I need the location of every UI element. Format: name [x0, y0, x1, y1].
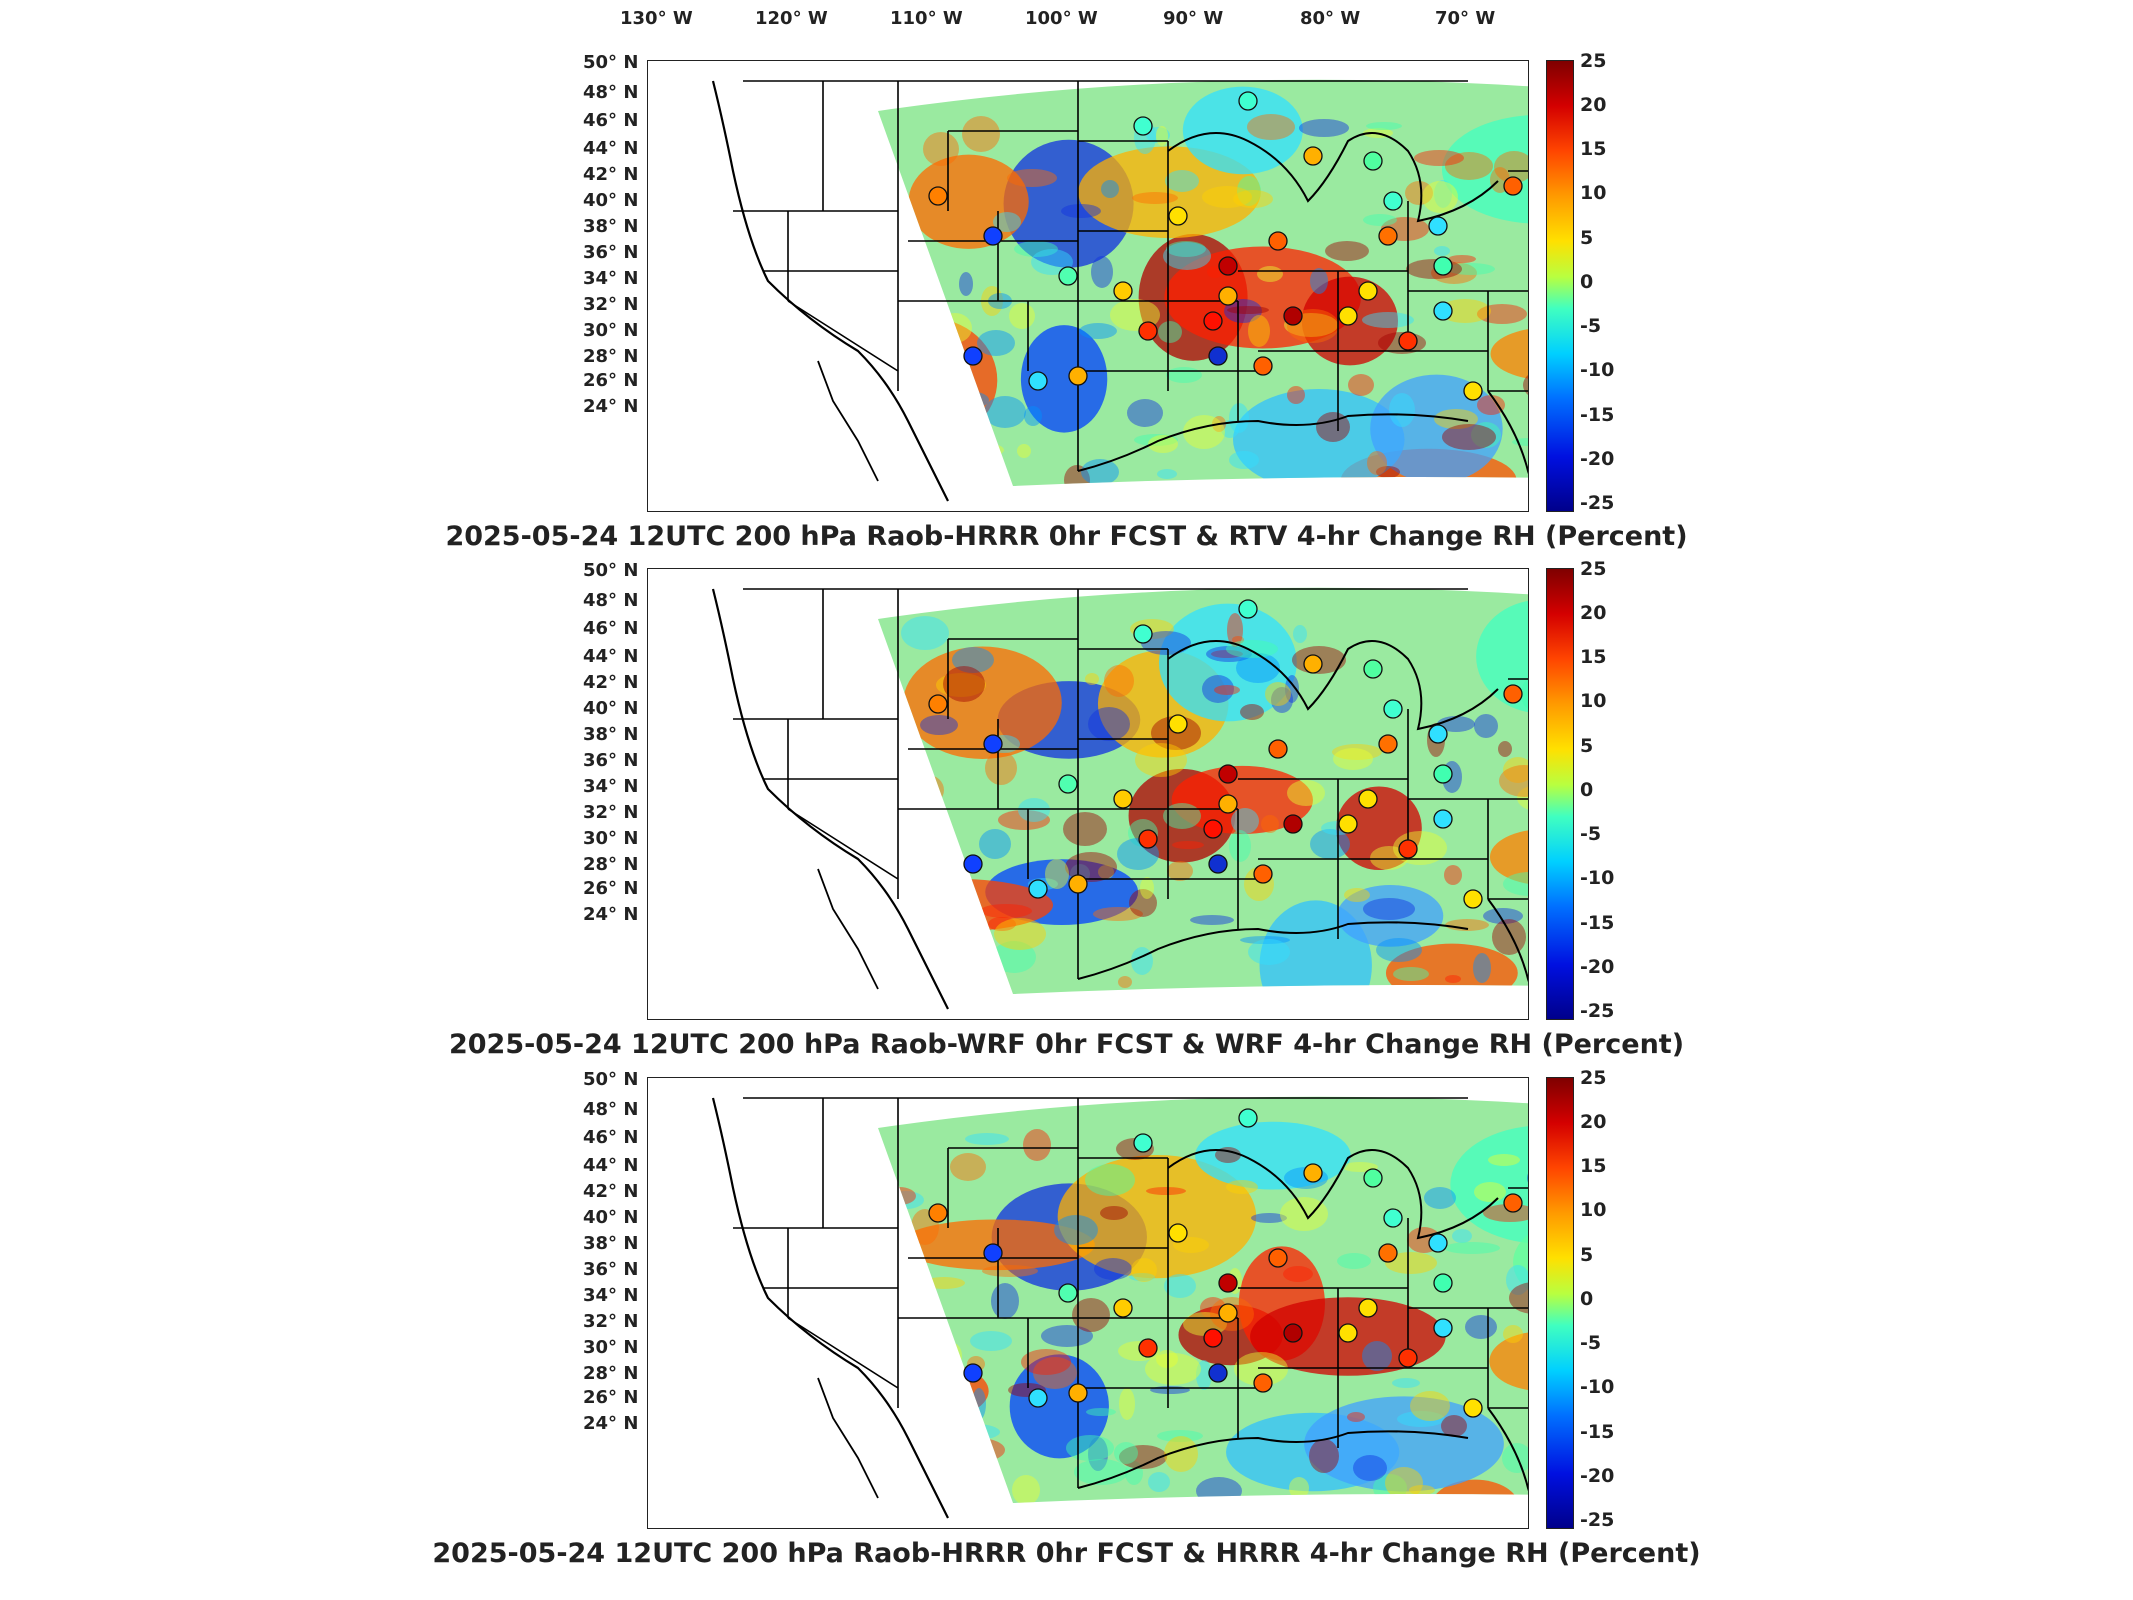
lat-tick: 50° N [583, 1069, 639, 1090]
colorbar-tick: -5 [1580, 823, 1602, 845]
map-area [647, 1077, 1529, 1529]
lat-tick: 32° N [583, 1311, 639, 1332]
colorbar [1546, 1077, 1574, 1529]
lat-tick: 26° N [583, 370, 639, 391]
lon-tick: 130° W [620, 8, 693, 29]
lat-tick: 46° N [583, 110, 639, 131]
lat-tick: 48° N [583, 82, 639, 103]
lat-tick: 50° N [583, 560, 639, 581]
lat-tick: 46° N [583, 618, 639, 639]
colorbar-tick: -25 [1580, 1509, 1615, 1531]
colorbar-tick: -25 [1580, 1000, 1615, 1022]
lat-tick: 30° N [583, 320, 639, 341]
lat-tick: 32° N [583, 294, 639, 315]
lat-tick: 36° N [583, 750, 639, 771]
map-area [647, 568, 1529, 1020]
colorbar-tick: 15 [1580, 138, 1607, 160]
colorbar [1546, 60, 1574, 512]
colorbar-tick: -15 [1580, 912, 1615, 934]
map-panel-2: 50° N 48° N 46° N 44° N 42° N 40° N 38° N 36° N… [0, 558, 2133, 1078]
colorbar-tick: 25 [1580, 50, 1607, 72]
lat-tick: 40° N [583, 1207, 639, 1228]
lat-tick: 30° N [583, 1337, 639, 1358]
lat-tick: 36° N [583, 1259, 639, 1280]
colorbar-tick: -15 [1580, 404, 1615, 426]
panel-title: 2025-05-24 12UTC 200 hPa Raob-HRRR 0hr F… [432, 1538, 1701, 1569]
lat-tick: 34° N [583, 776, 639, 797]
lon-tick: 120° W [755, 8, 828, 29]
lat-tick: 42° N [583, 164, 639, 185]
colorbar-tick: -20 [1580, 1465, 1615, 1487]
lat-tick: 40° N [583, 698, 639, 719]
map-area [647, 60, 1529, 512]
colorbar-tick: -5 [1580, 1332, 1602, 1354]
colorbar-tick: 15 [1580, 646, 1607, 668]
rh-field [878, 86, 1528, 487]
colorbar-tick: 0 [1580, 779, 1594, 801]
colorbar-tick: -10 [1580, 867, 1615, 889]
lat-tick: 28° N [583, 854, 639, 875]
colorbar-tick: -5 [1580, 315, 1602, 337]
colorbar-tick: 20 [1580, 1111, 1607, 1133]
colorbar-tick: 25 [1580, 1067, 1607, 1089]
lat-tick: 34° N [583, 1285, 639, 1306]
lon-tick: 90° W [1163, 8, 1224, 29]
station-markers [928, 1108, 1523, 1418]
colorbar-tick: 15 [1580, 1155, 1607, 1177]
lat-tick: 40° N [583, 190, 639, 211]
lat-tick: 34° N [583, 268, 639, 289]
lat-tick: 24° N [583, 396, 639, 417]
rh-field [878, 599, 1528, 995]
colorbar-tick: 10 [1580, 690, 1607, 712]
colorbar-tick: -15 [1580, 1421, 1615, 1443]
lat-tick: 26° N [583, 1387, 639, 1408]
colorbar-tick: 10 [1580, 1199, 1607, 1221]
colorbar-tick: 20 [1580, 94, 1607, 116]
lat-tick: 28° N [583, 1363, 639, 1384]
colorbar-tick: 10 [1580, 182, 1607, 204]
colorbar-tick: 0 [1580, 271, 1594, 293]
lat-tick: 38° N [583, 724, 639, 745]
colorbar-tick: -10 [1580, 359, 1615, 381]
lat-tick: 46° N [583, 1127, 639, 1148]
colorbar-tick: -20 [1580, 448, 1615, 470]
colorbar-tick: 5 [1580, 735, 1594, 757]
lon-tick: 80° W [1300, 8, 1361, 29]
lon-tick: 70° W [1435, 8, 1496, 29]
lat-tick: 44° N [583, 138, 639, 159]
lat-tick: 38° N [583, 216, 639, 237]
lat-tick: 24° N [583, 904, 639, 925]
lat-tick: 42° N [583, 1181, 639, 1202]
lon-tick: 110° W [890, 8, 963, 29]
lat-tick: 44° N [583, 646, 639, 667]
lat-tick: 44° N [583, 1155, 639, 1176]
colorbar-tick: -10 [1580, 1376, 1615, 1398]
panel-title: 2025-05-24 12UTC 200 hPa Raob-HRRR 0hr F… [445, 521, 1688, 552]
map-panel-1: 50° N 48° N 46° N 44° N 42° N 40° N 38° N 36° N… [0, 50, 2133, 570]
lat-tick: 24° N [583, 1413, 639, 1434]
map-panel-3: 50° N 48° N 46° N 44° N 42° N 40° N 38° N 36° N… [0, 1067, 2133, 1587]
lat-tick: 48° N [583, 590, 639, 611]
lat-tick: 28° N [583, 346, 639, 367]
lat-tick: 30° N [583, 828, 639, 849]
lat-tick: 26° N [583, 878, 639, 899]
lat-tick: 36° N [583, 242, 639, 263]
colorbar [1546, 568, 1574, 1020]
lon-tick: 100° W [1025, 8, 1098, 29]
panel-title: 2025-05-24 12UTC 200 hPa Raob-WRF 0hr FC… [448, 1029, 1685, 1060]
lat-tick: 50° N [583, 52, 639, 73]
colorbar-tick: 25 [1580, 558, 1607, 580]
colorbar-tick: -25 [1580, 492, 1615, 514]
colorbar-tick: 0 [1580, 1288, 1594, 1310]
colorbar-tick: 5 [1580, 1244, 1594, 1266]
colorbar-tick: 5 [1580, 227, 1594, 249]
colorbar-tick: 20 [1580, 602, 1607, 624]
lat-tick: 32° N [583, 802, 639, 823]
lat-tick: 42° N [583, 672, 639, 693]
colorbar-tick: -20 [1580, 956, 1615, 978]
lat-tick: 48° N [583, 1099, 639, 1120]
station-markers [928, 599, 1523, 909]
lat-tick: 38° N [583, 1233, 639, 1254]
station-markers [928, 91, 1523, 401]
